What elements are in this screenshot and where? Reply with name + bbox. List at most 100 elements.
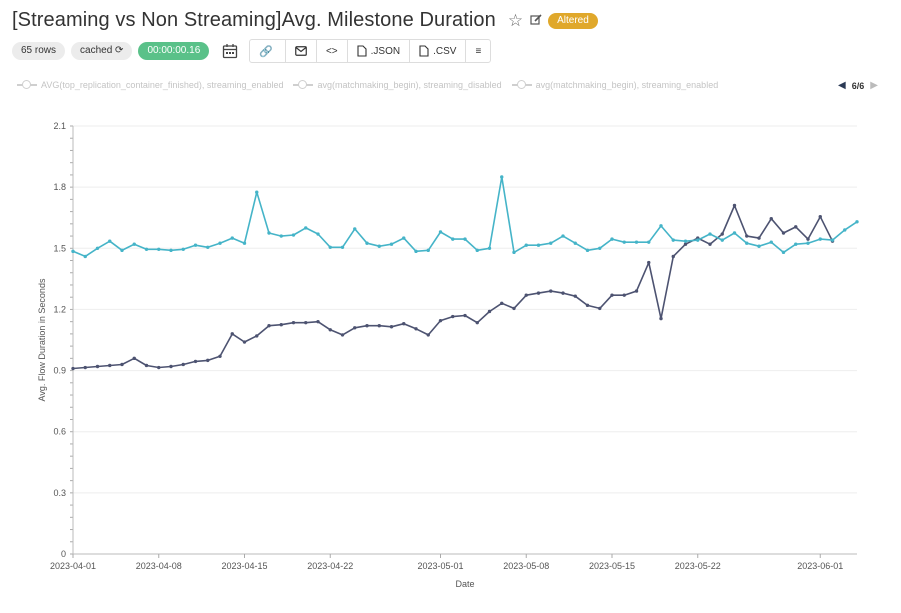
data-point bbox=[781, 231, 786, 235]
data-point bbox=[843, 228, 847, 232]
data-point bbox=[708, 242, 712, 246]
data-point bbox=[794, 242, 798, 246]
menu-button[interactable]: ≡ bbox=[466, 40, 490, 62]
data-point bbox=[353, 227, 357, 231]
cached-badge[interactable]: cached ⟳ bbox=[71, 42, 133, 60]
data-point bbox=[304, 320, 308, 325]
data-point bbox=[745, 234, 749, 238]
data-point bbox=[561, 234, 565, 238]
title-row: [Streaming vs Non Streaming]Avg. Milesto… bbox=[12, 9, 598, 32]
data-point bbox=[340, 245, 345, 249]
data-point bbox=[291, 233, 296, 237]
data-point bbox=[206, 358, 210, 363]
data-point bbox=[634, 240, 639, 244]
link-button[interactable]: 🔗 bbox=[250, 40, 286, 62]
export-json-label: .JSON bbox=[370, 45, 401, 57]
menu-icon: ≡ bbox=[475, 45, 482, 57]
data-point bbox=[377, 324, 381, 328]
page-title: [Streaming vs Non Streaming]Avg. Milesto… bbox=[12, 9, 496, 31]
legend-pager: ◀ 6/6 ▶ bbox=[838, 80, 878, 91]
data-point bbox=[647, 260, 651, 265]
x-tick-label: 2023-05-15 bbox=[589, 561, 635, 571]
data-point bbox=[463, 237, 467, 241]
data-point bbox=[757, 244, 761, 248]
data-point bbox=[610, 293, 614, 297]
edit-icon[interactable] bbox=[530, 13, 542, 28]
altered-badge: Altered bbox=[548, 12, 598, 29]
data-point bbox=[585, 248, 590, 253]
star-icon[interactable]: ☆ bbox=[507, 11, 524, 30]
data-point bbox=[438, 230, 443, 234]
data-point bbox=[108, 239, 112, 243]
file-icon bbox=[419, 45, 429, 57]
data-point bbox=[585, 303, 590, 308]
data-point bbox=[671, 238, 675, 242]
data-point bbox=[95, 246, 100, 250]
export-json-button[interactable]: .JSON bbox=[348, 40, 411, 62]
data-point bbox=[573, 294, 577, 298]
data-point bbox=[132, 242, 136, 246]
data-point bbox=[634, 289, 639, 293]
legend-marker-icon bbox=[511, 80, 532, 90]
data-point bbox=[169, 364, 173, 369]
legend-item[interactable]: AVG(top_replication_container_finished),… bbox=[17, 80, 283, 90]
x-tick-label: 2023-05-08 bbox=[503, 561, 549, 571]
legend-next-icon[interactable]: ▶ bbox=[870, 80, 878, 91]
x-tick-label: 2023-04-01 bbox=[50, 561, 96, 571]
data-point bbox=[193, 359, 198, 364]
data-point bbox=[291, 320, 296, 325]
data-point bbox=[659, 316, 663, 321]
y-tick-label: 1.2 bbox=[53, 304, 66, 314]
data-point bbox=[683, 239, 688, 243]
data-point bbox=[781, 250, 786, 255]
data-point bbox=[414, 249, 418, 254]
data-point bbox=[328, 328, 332, 332]
x-tick-label: 2023-04-22 bbox=[307, 561, 353, 571]
code-icon: <> bbox=[325, 45, 338, 57]
x-tick-label: 2023-06-01 bbox=[797, 561, 843, 571]
data-point bbox=[757, 236, 761, 240]
series-line bbox=[72, 204, 834, 370]
legend-item[interactable]: avg(matchmaking_begin), streaming_enable… bbox=[511, 80, 718, 90]
x-axis-title: Date bbox=[455, 579, 474, 589]
data-point bbox=[267, 324, 271, 328]
export-csv-button[interactable]: .CSV bbox=[410, 40, 467, 62]
data-point bbox=[659, 224, 663, 228]
data-point bbox=[353, 326, 357, 330]
embed-code-button[interactable]: <> bbox=[317, 40, 348, 62]
data-point bbox=[144, 363, 149, 368]
data-point bbox=[340, 333, 345, 337]
x-tick-label: 2023-04-15 bbox=[221, 561, 267, 571]
data-point bbox=[769, 240, 773, 244]
legend-label: AVG(top_replication_container_finished),… bbox=[41, 80, 284, 90]
data-point bbox=[193, 243, 198, 247]
data-point bbox=[475, 248, 479, 253]
legend-label: avg(matchmaking_begin), streaming_disabl… bbox=[317, 80, 502, 90]
data-point bbox=[830, 238, 835, 242]
data-point bbox=[561, 291, 565, 295]
data-point bbox=[365, 324, 369, 328]
legend-prev-icon[interactable]: ◀ bbox=[838, 80, 846, 91]
y-tick-label: 2.1 bbox=[53, 121, 66, 131]
mail-button[interactable] bbox=[286, 40, 317, 62]
data-point bbox=[316, 232, 320, 236]
data-point bbox=[487, 246, 492, 250]
data-point bbox=[144, 247, 149, 252]
data-point bbox=[720, 238, 724, 242]
legend-item[interactable]: avg(matchmaking_begin), streaming_disabl… bbox=[293, 80, 502, 90]
data-point bbox=[218, 241, 222, 245]
data-point bbox=[389, 242, 394, 246]
data-point bbox=[328, 245, 332, 249]
y-tick-label: 0.6 bbox=[53, 427, 66, 437]
data-point bbox=[71, 366, 75, 371]
data-point bbox=[157, 247, 161, 252]
data-point bbox=[524, 293, 528, 297]
data-point bbox=[524, 243, 528, 247]
data-point bbox=[806, 241, 810, 245]
data-point bbox=[316, 319, 320, 324]
calendar-icon[interactable] bbox=[219, 40, 241, 62]
data-point bbox=[402, 236, 406, 240]
data-point bbox=[206, 245, 210, 249]
y-tick-label: 0.3 bbox=[53, 488, 66, 498]
